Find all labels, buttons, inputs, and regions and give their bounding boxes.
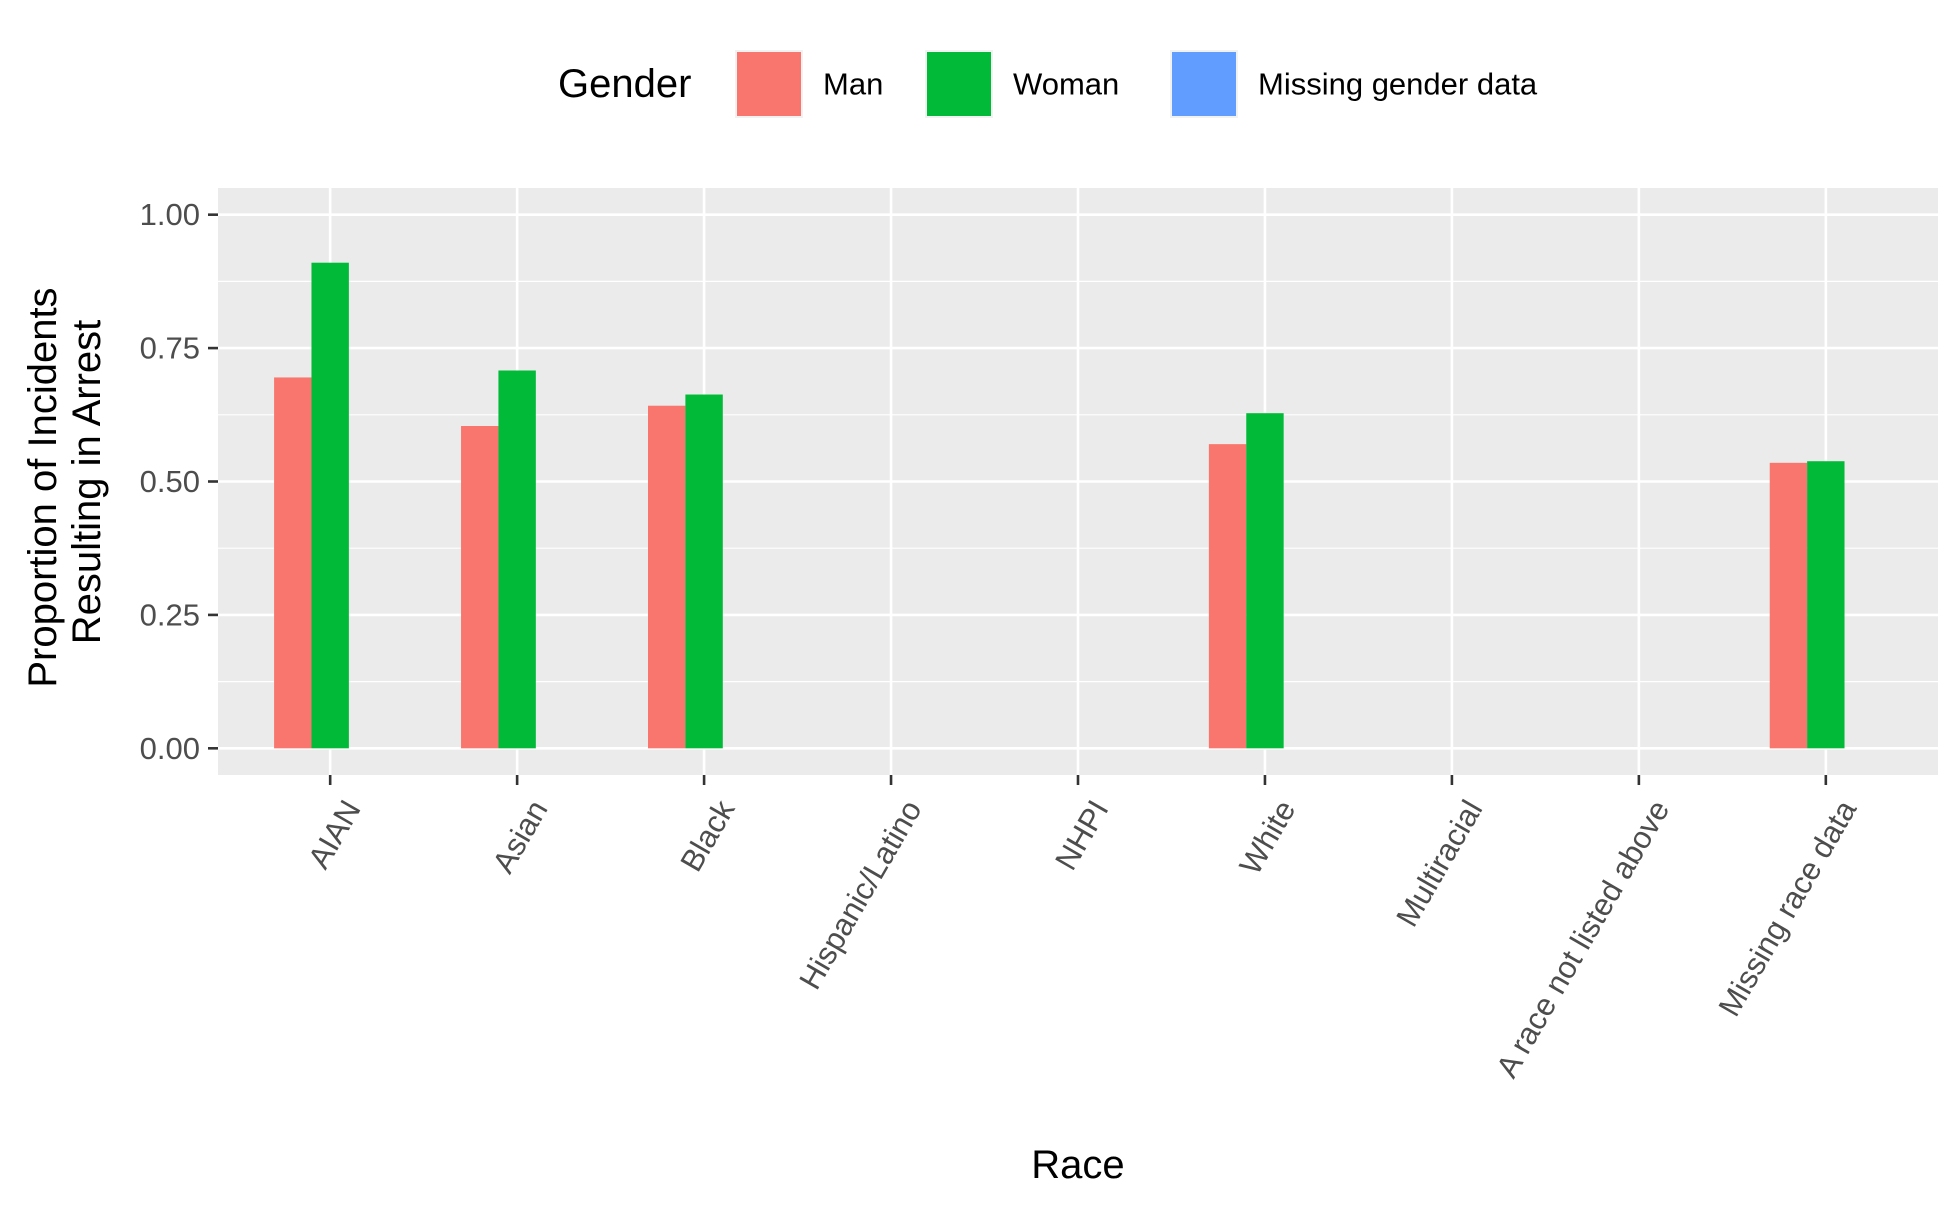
bar-white-man bbox=[1208, 444, 1247, 749]
bar-asian-woman bbox=[498, 370, 536, 749]
x-tick-label-a-race-not-listed-above: A race not listed above bbox=[1489, 794, 1676, 1083]
legend-swatch-woman bbox=[927, 52, 991, 116]
legend-label-man: Man bbox=[823, 67, 883, 102]
x-tick-label-asian: Asian bbox=[486, 794, 555, 879]
y-tick-label: 0.00 bbox=[140, 731, 200, 766]
legend-label-missing-gender-data: Missing gender data bbox=[1258, 67, 1538, 102]
bar-white-woman bbox=[1246, 413, 1284, 749]
legend: Gender Man Woman Missing gender data bbox=[558, 50, 1538, 118]
y-axis: 0.00 0.25 0.50 0.75 1.00 bbox=[140, 197, 218, 766]
x-tick-label-white: White bbox=[1232, 794, 1302, 880]
legend-swatch-man bbox=[737, 52, 801, 116]
y-tick-label: 0.50 bbox=[140, 464, 200, 499]
bar-asian-man bbox=[461, 426, 499, 749]
bar-aian-woman bbox=[311, 262, 349, 749]
y-tick-label: 0.25 bbox=[140, 597, 200, 632]
legend-title: Gender bbox=[558, 62, 691, 106]
legend-label-woman: Woman bbox=[1013, 67, 1119, 102]
x-tick-label-multiracial: Multiracial bbox=[1389, 794, 1489, 932]
y-axis-title-line-1: Proportion of Incidents bbox=[21, 287, 65, 687]
x-tick-label-nhpi: NHPI bbox=[1048, 794, 1115, 876]
x-axis: AIAN Asian Black Hispanic/Latino NHPI White Mu… bbox=[301, 775, 1864, 1083]
bar-black-woman bbox=[685, 394, 723, 749]
x-axis-title: Race bbox=[1031, 1143, 1124, 1187]
bar-black-man bbox=[648, 405, 686, 749]
bar-missing-race-data-man bbox=[1769, 462, 1808, 749]
x-tick-label-hispanic-latino: Hispanic/Latino bbox=[792, 794, 928, 995]
y-tick-label: 0.75 bbox=[140, 331, 200, 366]
x-tick-label-black: Black bbox=[673, 794, 741, 878]
y-axis-title: Proportion of Incidents Resulting in Arr… bbox=[21, 276, 109, 687]
bars bbox=[274, 262, 1845, 749]
x-tick-label-aian: AIAN bbox=[301, 794, 367, 874]
bar-aian-man bbox=[274, 377, 312, 749]
y-tick-label: 1.00 bbox=[140, 197, 200, 232]
legend-swatch-missing-gender-data bbox=[1172, 52, 1236, 116]
x-tick-label-missing-race-data: Missing race data bbox=[1712, 794, 1864, 1023]
y-axis-title-line-2: Resulting in Arrest bbox=[65, 320, 109, 645]
bar-missing-race-data-woman bbox=[1807, 461, 1845, 749]
